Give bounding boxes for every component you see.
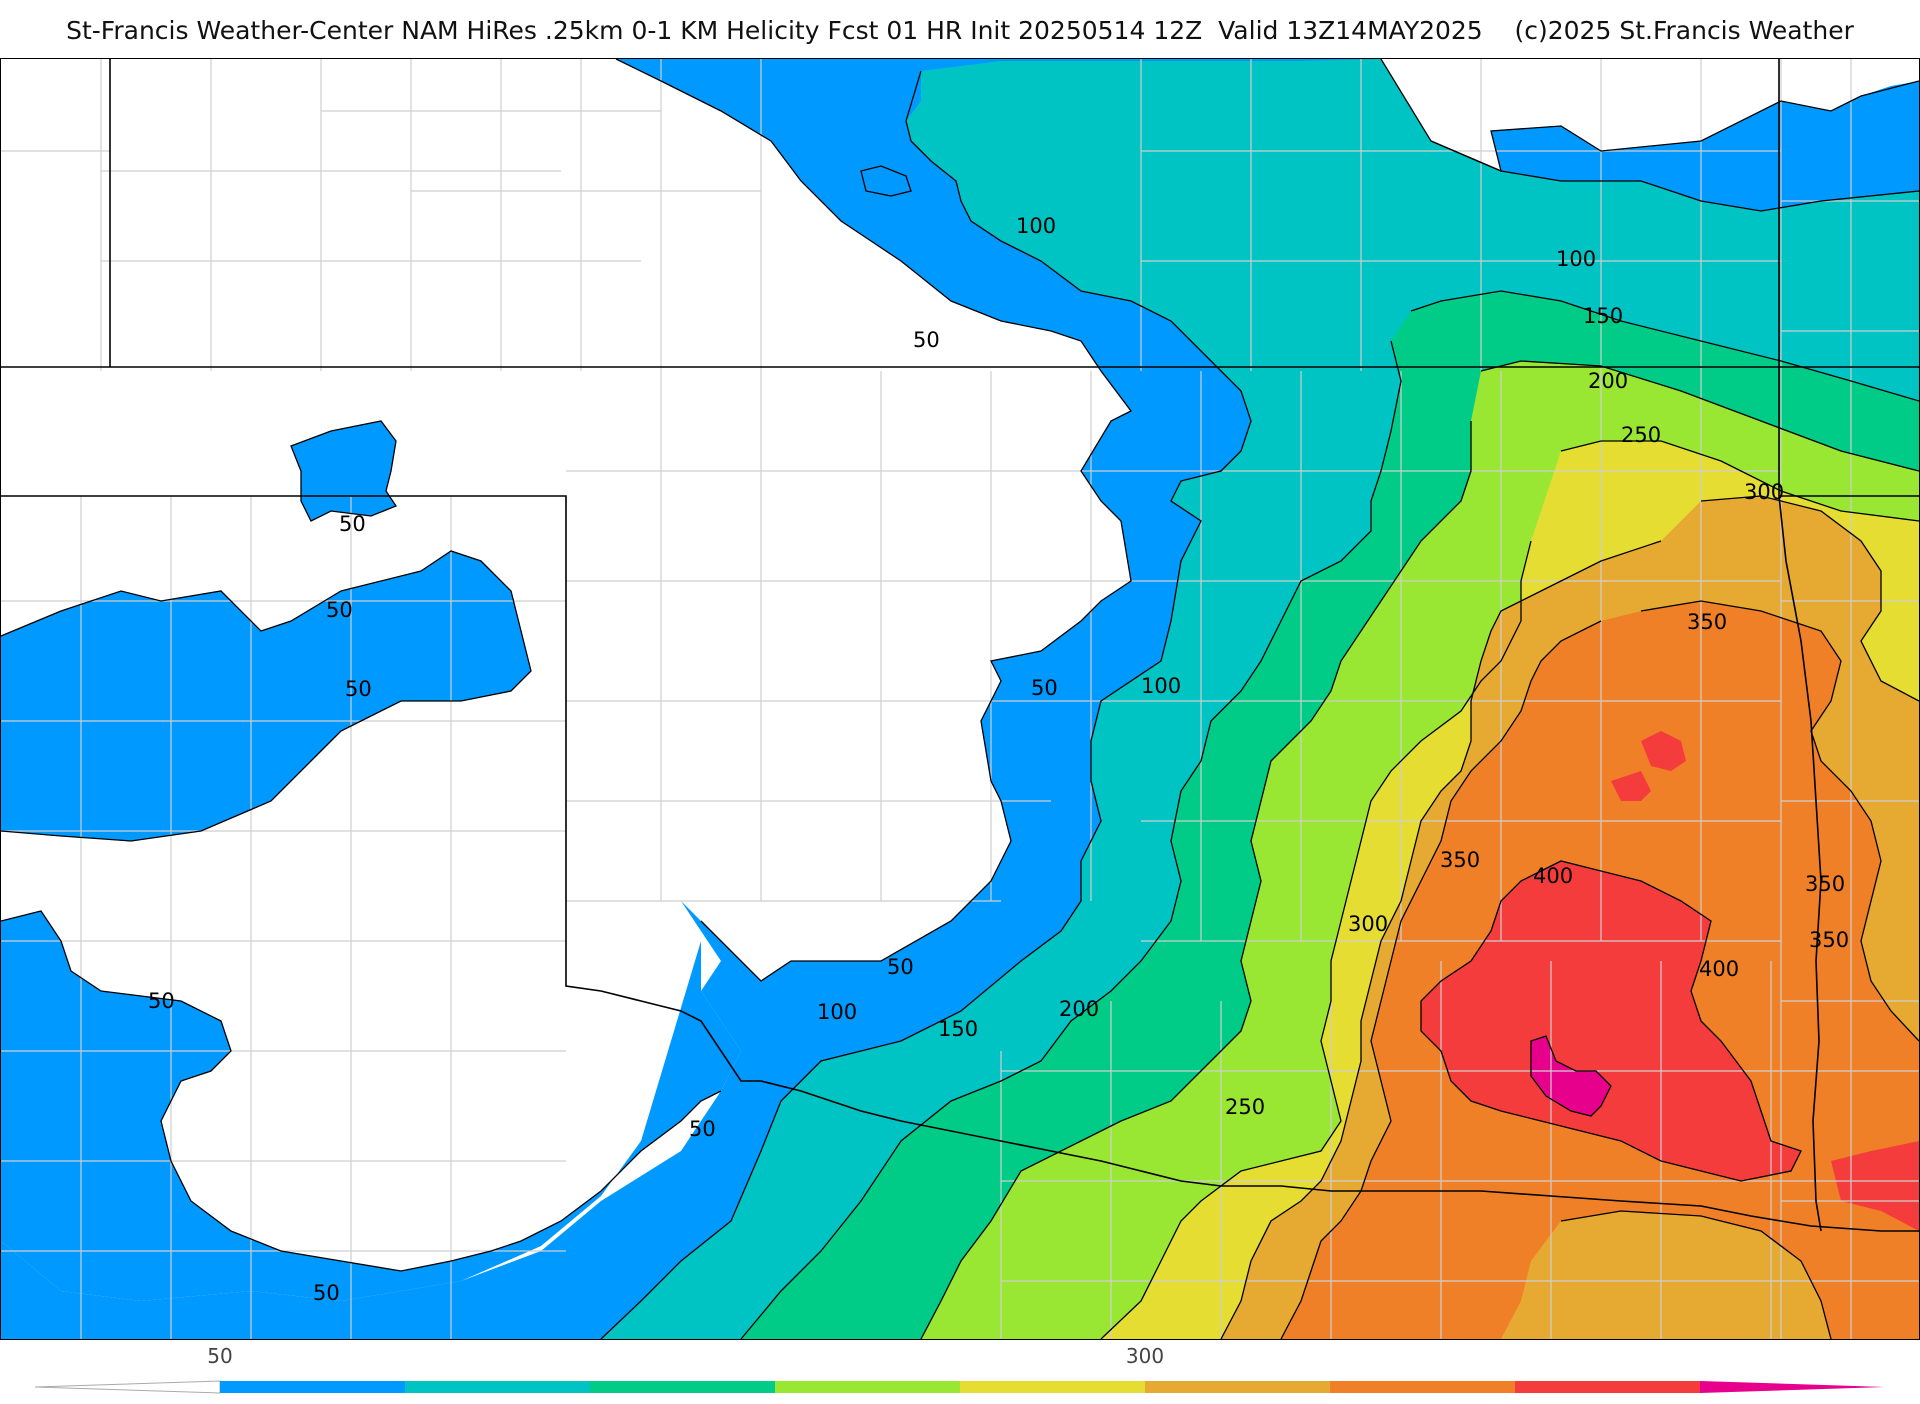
contour-label: 100 bbox=[817, 1000, 857, 1024]
colorbar-segment bbox=[775, 1381, 961, 1393]
state-boundaries bbox=[1, 59, 1919, 1232]
contour-label: 300 bbox=[1744, 480, 1784, 504]
contour-label: 50 bbox=[689, 1117, 716, 1141]
band-50-100-west-blob bbox=[291, 421, 396, 521]
contour-label: 350 bbox=[1687, 610, 1727, 634]
helicity-contour-lines bbox=[1, 59, 1919, 1339]
contour-label: 200 bbox=[1588, 369, 1628, 393]
contour-label: 50 bbox=[1031, 676, 1058, 700]
contour-label: 250 bbox=[1225, 1095, 1265, 1119]
map-title: St-Francis Weather-Center NAM HiRes .25k… bbox=[66, 16, 1854, 45]
contour-label: 100 bbox=[1141, 674, 1181, 698]
colorbar-under-arrow bbox=[34, 1380, 221, 1394]
band-50-100-west-upper bbox=[1, 551, 531, 841]
contour-labels: 100 50 100 150 200 250 300 350 50 50 50 … bbox=[148, 214, 1849, 1305]
colorbar-segment bbox=[1515, 1381, 1701, 1393]
contour-label: 300 bbox=[1348, 912, 1388, 936]
contour-label: 100 bbox=[1016, 214, 1056, 238]
colorbar: 50 300 bbox=[0, 1338, 1920, 1400]
colorbar-graphic bbox=[34, 1380, 1885, 1394]
contour-label: 50 bbox=[339, 512, 366, 536]
contour-label: 50 bbox=[326, 598, 353, 622]
contour-label: 50 bbox=[148, 989, 175, 1013]
colorbar-segment bbox=[590, 1381, 776, 1393]
colorbar-tick-label: 50 bbox=[207, 1344, 233, 1368]
contour-label: 50 bbox=[887, 955, 914, 979]
band-300-350-bottom bbox=[1501, 1211, 1831, 1339]
colorbar-segment bbox=[405, 1381, 591, 1393]
band-400-450-patch2 bbox=[1611, 771, 1651, 801]
colorbar-tick-label: 300 bbox=[1125, 1344, 1165, 1368]
helicity-map: 100 50 100 150 200 250 300 350 50 50 50 … bbox=[0, 58, 1920, 1340]
contour-label: 350 bbox=[1805, 872, 1845, 896]
contour-label: 250 bbox=[1621, 423, 1661, 447]
contour-label: 50 bbox=[913, 328, 940, 352]
colorbar-segment bbox=[220, 1381, 406, 1393]
colorbar-over-arrow bbox=[1700, 1381, 1885, 1393]
county-boundaries bbox=[1, 59, 1919, 1339]
contour-label: 100 bbox=[1556, 247, 1596, 271]
contour-label: 350 bbox=[1440, 848, 1480, 872]
contour-label: 400 bbox=[1533, 864, 1573, 888]
contour-label: 150 bbox=[938, 1017, 978, 1041]
contour-label: 400 bbox=[1699, 957, 1739, 981]
colorbar-segment bbox=[1330, 1381, 1516, 1393]
contour-label: 150 bbox=[1583, 304, 1623, 328]
contour-label: 50 bbox=[345, 677, 372, 701]
band-400-450-patch bbox=[1641, 731, 1686, 771]
helicity-filled-contours bbox=[1, 59, 1919, 1339]
colorbar-segment bbox=[1145, 1381, 1331, 1393]
band-400-450-east bbox=[1831, 1141, 1919, 1231]
colorbar-segment bbox=[960, 1381, 1146, 1393]
contour-label: 350 bbox=[1809, 928, 1849, 952]
contour-label: 200 bbox=[1059, 997, 1099, 1021]
contour-label: 50 bbox=[313, 1281, 340, 1305]
band-50-100-west-lower bbox=[1, 911, 741, 1301]
